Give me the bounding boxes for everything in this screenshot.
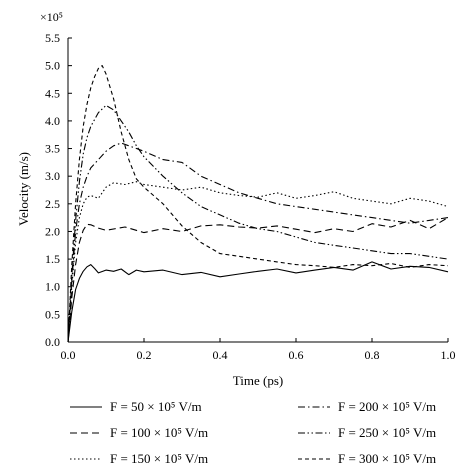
legend-label-3: F = 150 × 10⁵ V/m (110, 451, 208, 466)
x-tick-label: 0.6 (289, 348, 304, 362)
legend-label-6: F = 300 × 10⁵ V/m (338, 451, 436, 466)
legend-label-4: F = 200 × 10⁵ V/m (338, 399, 436, 414)
series-line-2 (67, 217, 449, 343)
y-tick-label: 1.0 (45, 280, 60, 294)
x-tick-label: 0.4 (213, 348, 228, 362)
legend-label-1: F = 50 × 10⁵ V/m (110, 399, 202, 414)
x-tick-label: 0.0 (61, 348, 76, 362)
x-tick-label: 1.0 (441, 348, 456, 362)
y-axis-label: Velocity (m/s) (16, 152, 31, 226)
y-tick-label: 2.0 (45, 224, 60, 238)
y-tick-label: 0.5 (45, 307, 60, 321)
y-tick-label: 5.5 (45, 31, 60, 45)
y-tick-label: 5.0 (45, 59, 60, 73)
y-tick-label: 3.0 (45, 169, 60, 183)
series-line-1 (67, 261, 449, 343)
y-tick-label: 1.5 (45, 252, 60, 266)
plot-area: 0.0 0.2 0.4 0.6 0.8 1.0 0.0 0.5 1.0 1.5 2.0 2.5 3.0 3… (45, 31, 456, 362)
y-tick-label: 0.0 (45, 335, 60, 349)
series-line-4 (67, 142, 449, 343)
series-line-6 (67, 65, 449, 343)
y-tick-label: 4.0 (45, 114, 60, 128)
y-axis-multiplier: ×10⁵ (40, 10, 63, 24)
y-tick-label: 4.5 (45, 86, 60, 100)
x-axis-label: Time (ps) (233, 373, 283, 388)
legend-label-2: F = 100 × 10⁵ V/m (110, 425, 208, 440)
y-tick-label: 2.5 (45, 197, 60, 211)
series-line-5 (67, 104, 449, 343)
series-line-3 (67, 181, 449, 343)
x-tick-label: 0.2 (137, 348, 152, 362)
legend: F = 50 × 10⁵ V/m F = 100 × 10⁵ V/m F = 150… (70, 399, 436, 466)
x-tick-label: 0.8 (365, 348, 380, 362)
y-tick-label: 3.5 (45, 142, 60, 156)
legend-label-5: F = 250 × 10⁵ V/m (338, 425, 436, 440)
